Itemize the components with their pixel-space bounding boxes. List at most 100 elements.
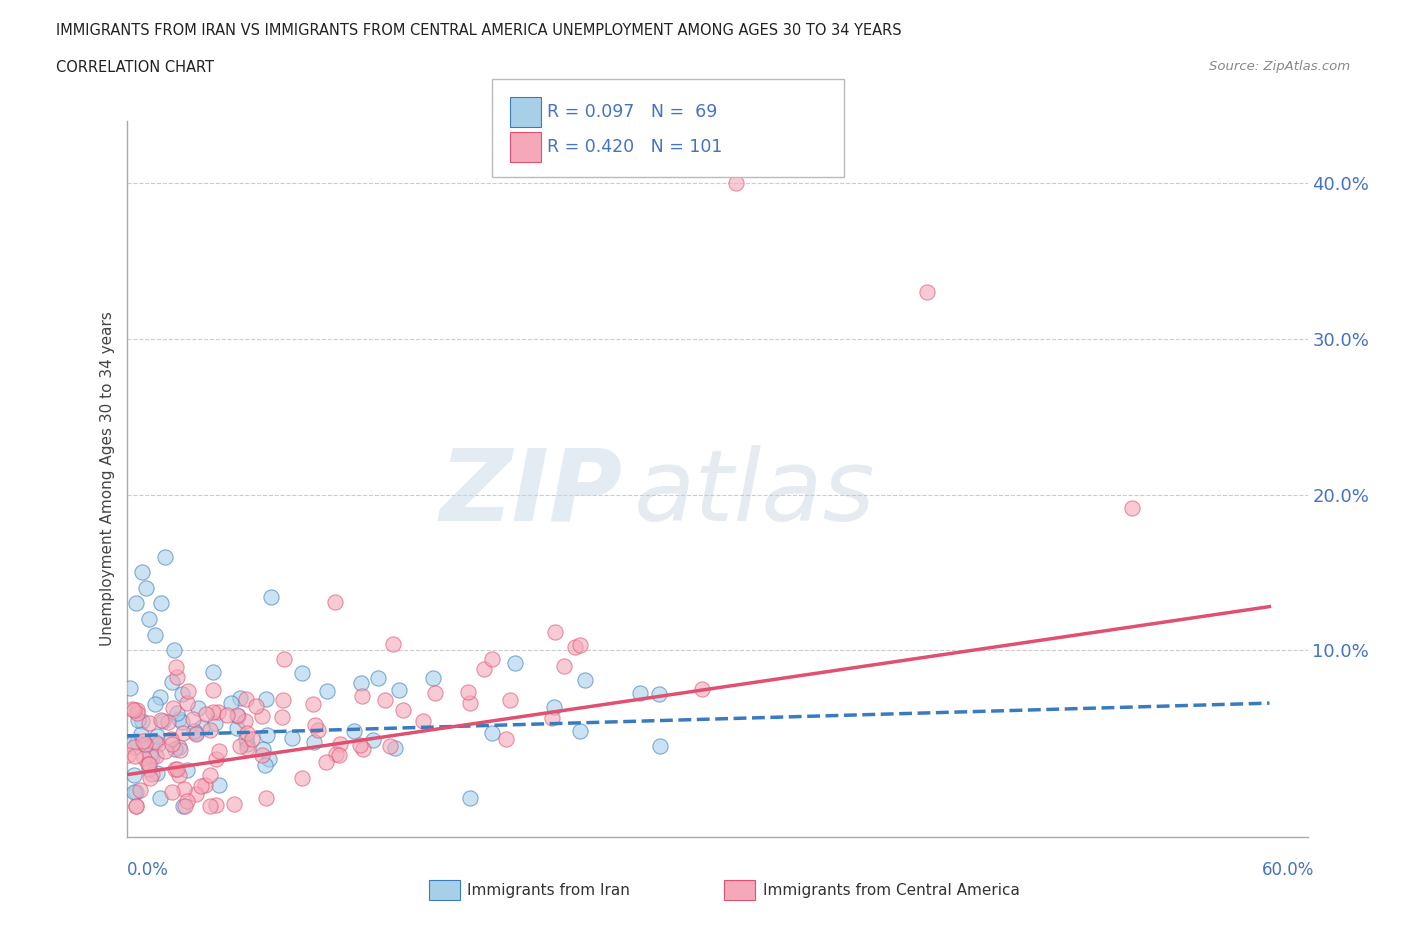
Point <box>325 747 347 762</box>
Point <box>146 737 169 751</box>
Point <box>240 731 263 746</box>
Point <box>472 661 495 676</box>
Point <box>236 737 259 751</box>
Point <box>176 696 198 711</box>
Point <box>271 692 294 707</box>
Point <box>350 689 373 704</box>
Point <box>349 738 371 753</box>
Point <box>176 793 198 808</box>
Point <box>122 768 145 783</box>
Point <box>163 741 186 756</box>
Point <box>167 739 190 754</box>
Point <box>152 713 174 728</box>
Point <box>457 684 479 699</box>
Point <box>184 787 207 802</box>
Point <box>198 799 221 814</box>
Point <box>690 682 713 697</box>
Point <box>186 726 208 741</box>
Point <box>167 711 190 726</box>
Point <box>134 737 156 751</box>
Point <box>187 701 209 716</box>
Point <box>122 739 145 754</box>
Point <box>118 681 141 696</box>
Point <box>129 782 152 797</box>
Point <box>569 637 592 652</box>
Point <box>124 702 146 717</box>
Point <box>132 751 155 765</box>
Point <box>201 665 224 680</box>
Point <box>135 580 157 595</box>
Point <box>135 737 157 752</box>
Point <box>125 706 148 721</box>
Point <box>316 684 339 698</box>
Point <box>125 735 148 750</box>
Point <box>388 683 411 698</box>
Point <box>141 766 163 781</box>
Point <box>291 666 314 681</box>
Point <box>145 749 167 764</box>
Point <box>124 785 146 800</box>
Point <box>124 749 146 764</box>
Point <box>725 176 748 191</box>
Point <box>236 725 259 740</box>
Point <box>323 594 346 609</box>
Point <box>139 771 162 786</box>
Point <box>219 696 242 711</box>
Point <box>201 705 224 720</box>
Point <box>136 757 159 772</box>
Point <box>235 732 257 747</box>
Point <box>257 751 280 766</box>
Point <box>233 713 256 728</box>
Point <box>458 696 481 711</box>
Point <box>138 748 160 763</box>
Point <box>149 790 172 805</box>
Point <box>544 625 567 640</box>
Point <box>141 750 163 764</box>
Point <box>153 744 176 759</box>
Point <box>458 790 481 805</box>
Point <box>131 713 153 728</box>
Point <box>172 725 194 740</box>
Point <box>315 755 337 770</box>
Text: Immigrants from Iran: Immigrants from Iran <box>467 883 630 897</box>
Point <box>250 709 273 724</box>
Point <box>495 731 517 746</box>
Text: Immigrants from Central America: Immigrants from Central America <box>763 883 1021 897</box>
Point <box>138 762 160 777</box>
Point <box>423 685 446 700</box>
Point <box>157 714 180 729</box>
Point <box>149 713 172 728</box>
Point <box>125 703 148 718</box>
Point <box>291 770 314 785</box>
Point <box>245 698 267 713</box>
Point <box>260 589 283 604</box>
Point <box>204 797 226 812</box>
Point <box>367 671 389 685</box>
Point <box>153 550 176 565</box>
Point <box>124 799 146 814</box>
Point <box>352 742 374 757</box>
Y-axis label: Unemployment Among Ages 30 to 34 years: Unemployment Among Ages 30 to 34 years <box>100 312 115 646</box>
Point <box>141 734 163 749</box>
Point <box>162 700 184 715</box>
Point <box>540 711 562 725</box>
Point <box>224 796 246 811</box>
Point <box>363 732 385 747</box>
Point <box>184 726 207 741</box>
Point <box>169 767 191 782</box>
Point <box>307 723 329 737</box>
Point <box>235 740 257 755</box>
Point <box>160 732 183 747</box>
Point <box>422 671 444 685</box>
Text: atlas: atlas <box>634 445 876 542</box>
Text: ZIP: ZIP <box>440 445 623 542</box>
Point <box>202 683 225 698</box>
Point <box>328 747 350 762</box>
Point <box>650 738 672 753</box>
Point <box>162 737 184 751</box>
Point <box>131 734 153 749</box>
Text: CORRELATION CHART: CORRELATION CHART <box>56 60 214 75</box>
Point <box>143 697 166 711</box>
Point <box>228 709 250 724</box>
Point <box>207 704 229 719</box>
